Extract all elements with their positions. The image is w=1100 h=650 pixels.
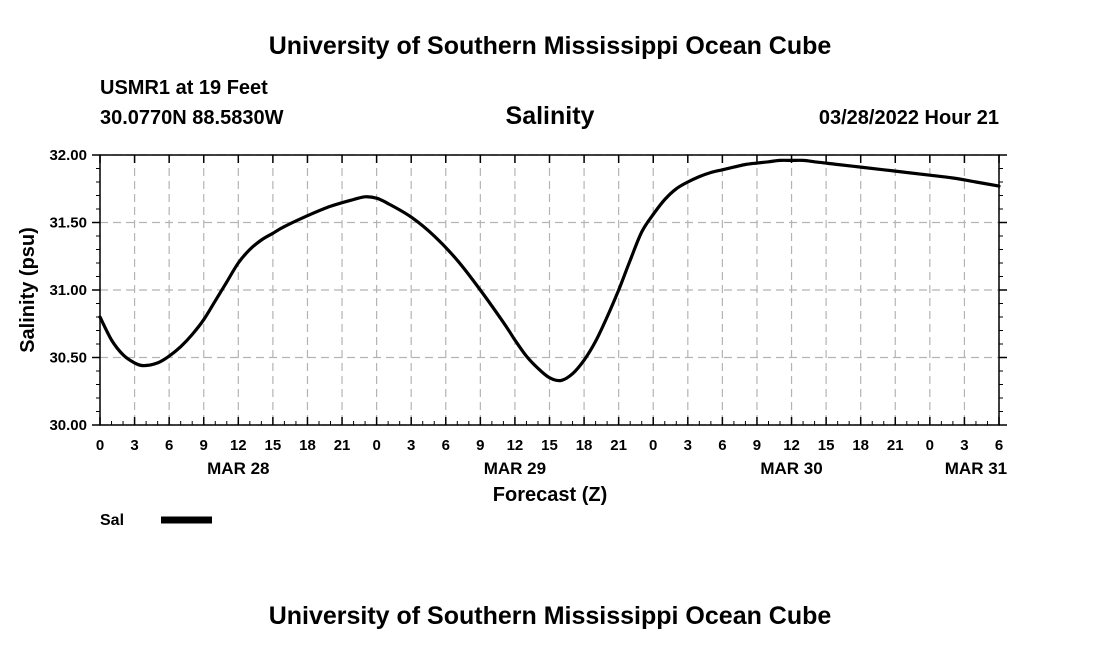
- x-tick-label: 9: [753, 437, 761, 454]
- date-label: MAR 31: [945, 459, 1007, 478]
- x-tick-label: 0: [649, 437, 657, 454]
- station-coordinates: 30.0770N 88.5830W: [100, 107, 284, 129]
- x-tick-label: 3: [684, 437, 692, 454]
- x-tick-label: 6: [442, 437, 450, 454]
- y-tick-label: 30.50: [49, 350, 87, 367]
- plot-frame: [99, 154, 1000, 426]
- x-tick-label: 3: [407, 437, 415, 454]
- x-tick-label: 15: [541, 437, 558, 454]
- x-tick-label: 12: [507, 437, 524, 454]
- x-tick-label: 12: [230, 437, 247, 454]
- x-tick-label: 21: [887, 437, 904, 454]
- x-tick-label: 6: [165, 437, 173, 454]
- chart-title: University of Southern Mississippi Ocean…: [269, 32, 832, 60]
- x-tick-label: 18: [852, 437, 869, 454]
- x-tick-label: 9: [200, 437, 208, 454]
- forecast-timestamp: 03/28/2022 Hour 21: [819, 107, 999, 129]
- parameter-title: Salinity: [506, 102, 595, 130]
- x-axis: 0 3 6 9 12 15 18 21 0 3 6 9 12 15 18 21 0 3 6 9 12 15 18 21 0 3 6 M…: [96, 155, 1007, 478]
- grid: [99, 154, 1000, 426]
- x-tick-label: 0: [372, 437, 380, 454]
- legend-label: Sal: [100, 512, 124, 529]
- x-tick-label: 21: [334, 437, 351, 454]
- x-tick-label: 18: [299, 437, 316, 454]
- x-tick-label: 6: [995, 437, 1003, 454]
- station-label: USMR1 at 19 Feet: [100, 77, 268, 99]
- y-tick-label: 32.00: [49, 147, 87, 164]
- x-tick-label: 18: [576, 437, 593, 454]
- x-tick-label: 9: [476, 437, 484, 454]
- x-tick-label: 3: [960, 437, 968, 454]
- x-tick-label: 3: [130, 437, 138, 454]
- x-tick-label: 15: [818, 437, 835, 454]
- y-tick-label: 31.50: [49, 215, 87, 232]
- x-tick-label: 6: [718, 437, 726, 454]
- series: [98, 158, 1001, 383]
- y-axis: 30.00 30.50 31.00 31.50 32.00: [49, 147, 1007, 434]
- x-tick-label: 12: [783, 437, 800, 454]
- date-label: MAR 29: [484, 459, 546, 478]
- series-line-sal: [98, 158, 1001, 383]
- y-tick-label: 31.00: [49, 282, 87, 299]
- date-label: MAR 30: [760, 459, 822, 478]
- x-tick-label: 0: [926, 437, 934, 454]
- x-tick-label: 15: [265, 437, 282, 454]
- date-label: MAR 28: [207, 459, 269, 478]
- x-tick-label: 21: [610, 437, 627, 454]
- y-axis-label: Salinity (psu): [17, 227, 39, 353]
- x-tick-label: 0: [96, 437, 104, 454]
- y-tick-label: 30.00: [49, 417, 87, 434]
- x-axis-label: Forecast (Z): [493, 484, 607, 506]
- footer-title: University of Southern Mississippi Ocean…: [269, 602, 832, 630]
